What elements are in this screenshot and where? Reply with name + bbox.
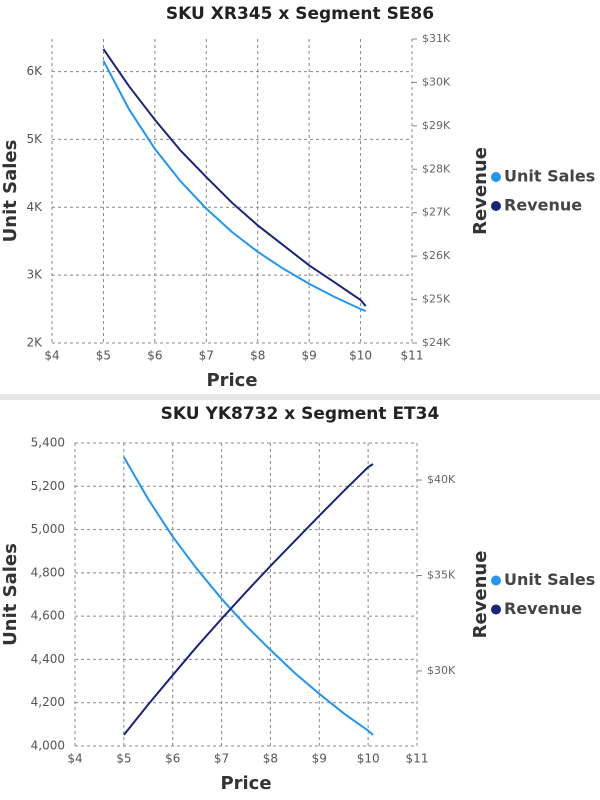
- y-tick-label: 4,400: [31, 652, 65, 666]
- y-tick-label: 4,000: [31, 739, 65, 753]
- x-tick-label: $9: [312, 752, 327, 766]
- y-tick-label: 5,400: [31, 436, 65, 450]
- y-tick-label: 4,200: [31, 695, 65, 709]
- chart-title: SKU YK8732 x Segment ET34: [161, 404, 440, 424]
- x-tick-label: $10: [349, 349, 372, 363]
- line-series: [123, 456, 374, 736]
- y2-tick-label: $40K: [427, 473, 456, 486]
- line-series: [102, 48, 367, 307]
- legend-label: Unit Sales: [504, 570, 595, 589]
- y-tick-label: 5K: [26, 132, 43, 146]
- y-tick-label: 6K: [26, 64, 43, 78]
- legend-label: Unit Sales: [504, 167, 595, 186]
- y2-tick-label: $25K: [422, 293, 451, 306]
- y-tick-label: 4K: [26, 200, 43, 214]
- x-axis-label: Price: [220, 773, 271, 794]
- chart-title: SKU XR345 x Segment SE86: [166, 4, 434, 24]
- y2-axis-label: Revenue: [470, 147, 491, 235]
- y2-tick-label: $30K: [422, 75, 451, 88]
- x-tick-label: $8: [250, 349, 265, 363]
- y2-tick-label: $30K: [427, 664, 456, 677]
- legend-marker: [491, 575, 501, 586]
- y2-axis-label: Revenue: [470, 551, 491, 639]
- legend-label: Revenue: [504, 599, 582, 618]
- x-tick-label: $6: [147, 349, 162, 363]
- line-series: [102, 60, 367, 313]
- y-tick-label: 2K: [26, 336, 43, 350]
- x-tick-label: $5: [96, 349, 111, 363]
- y2-tick-label: $28K: [422, 162, 451, 175]
- x-axis-label: Price: [206, 370, 257, 391]
- x-tick-label: $11: [401, 349, 424, 363]
- x-tick-label: $8: [263, 752, 278, 766]
- line-series: [123, 463, 374, 736]
- y2-tick-label: $29K: [422, 119, 451, 132]
- legend-marker: [491, 172, 501, 182]
- x-tick-label: $4: [44, 349, 59, 363]
- y-axis-label: Unit Sales: [0, 140, 21, 243]
- y2-tick-label: $35K: [427, 569, 456, 582]
- chart: SKU XR345 x Segment SE86 $4 $5 $6 $7 $8 $9 $10 $…: [0, 4, 595, 391]
- y2-tick-label: $24K: [422, 336, 451, 349]
- x-tick-label: $5: [116, 752, 131, 766]
- y-tick-label: 4,600: [31, 609, 65, 623]
- y2-tick-label: $26K: [422, 249, 451, 262]
- chart: SKU YK8732 x Segment ET34 $4 $5 $6 $7 $8 $9 $10…: [0, 404, 595, 794]
- y2-tick-label: $31K: [422, 32, 451, 45]
- legend-marker: [491, 201, 501, 211]
- x-tick-label: $6: [165, 752, 180, 766]
- y-tick-label: 3K: [26, 268, 43, 282]
- legend-marker: [491, 604, 501, 615]
- x-tick-label: $11: [406, 752, 429, 766]
- x-tick-label: $7: [214, 752, 229, 766]
- legend-label: Revenue: [504, 196, 582, 215]
- y2-tick-label: $27K: [422, 206, 451, 219]
- y-tick-label: 4,800: [31, 565, 65, 579]
- separator: [0, 394, 600, 400]
- x-tick-label: $10: [357, 752, 380, 766]
- x-tick-label: $9: [302, 349, 317, 363]
- x-tick-label: $7: [199, 349, 214, 363]
- y-tick-label: 5,200: [31, 479, 65, 493]
- y-tick-label: 5,000: [31, 522, 65, 536]
- x-tick-label: $4: [67, 752, 82, 766]
- y-axis-label: Unit Sales: [0, 543, 21, 646]
